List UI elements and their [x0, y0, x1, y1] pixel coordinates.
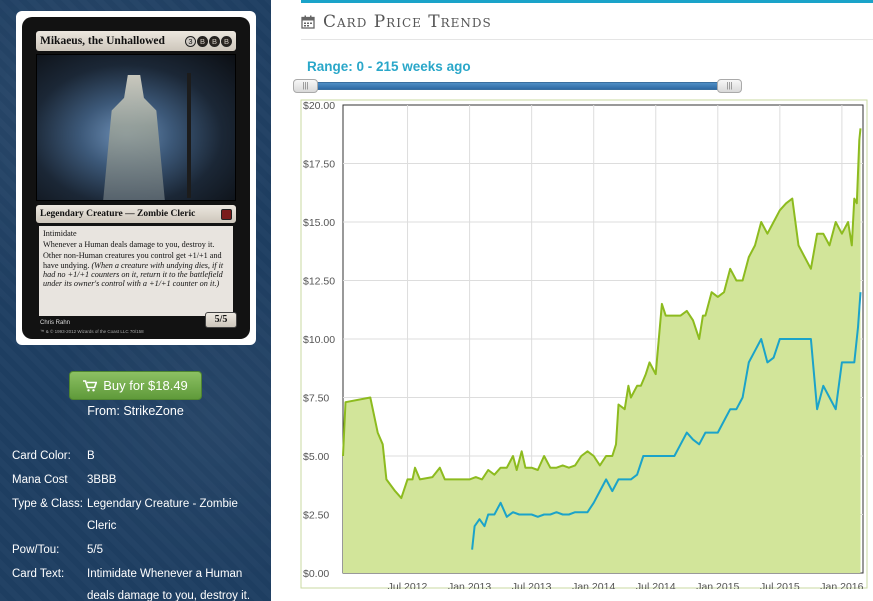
- x-tick-label: Jul 2012: [388, 581, 428, 589]
- mana-symbol-black: B: [221, 35, 232, 47]
- y-tick-label: $2.50: [303, 510, 329, 522]
- set-symbol-icon: [221, 208, 232, 220]
- x-tick-label: Jan 2016: [820, 581, 863, 589]
- card-info-table: Card Color: B Mana Cost 3BBB Type & Clas…: [12, 445, 267, 601]
- calendar-icon: [301, 15, 315, 29]
- mana-symbol-black: B: [197, 35, 208, 47]
- section-header: Card Price Trends: [301, 10, 492, 34]
- card-ability: Intimidate: [43, 229, 77, 238]
- card-power-toughness: 5/5: [205, 312, 237, 328]
- info-key: Pow/Tou:: [12, 544, 60, 556]
- info-row-mana-cost: Mana Cost 3BBB: [12, 469, 267, 491]
- card-copyright: ™ & © 1993-2012 Wizards of the Coast LLC…: [40, 329, 144, 334]
- divider: [301, 39, 873, 40]
- card-artwork: [36, 54, 236, 201]
- info-value: B: [87, 450, 95, 462]
- accent-bar: [301, 0, 873, 3]
- info-value: Intimidate Whenever a Human deals damage…: [87, 568, 251, 601]
- info-value: Legendary Creature - Zombie Cleric: [87, 498, 238, 532]
- card-rules-text: Intimidate Whenever a Human deals damage…: [39, 226, 233, 316]
- y-tick-label: $17.50: [303, 159, 335, 171]
- info-key: Card Text:: [12, 568, 65, 580]
- vendor-label: From: StrikeZone: [87, 404, 184, 418]
- x-tick-label: Jan 2015: [696, 581, 739, 589]
- artwork-figure: [103, 75, 165, 200]
- price-series-line: [342, 128, 862, 500]
- card-ability: Other non-Human creatures you control ge…: [43, 251, 229, 288]
- x-tick-label: Jan 2014: [572, 581, 615, 589]
- card-sidebar: Mikaeus, the Unhallowed 3 B B B Legendar…: [0, 0, 271, 601]
- y-tick-label: $7.50: [303, 393, 329, 405]
- info-value: 3BBB: [87, 474, 117, 486]
- x-tick-label: Jul 2013: [512, 581, 552, 589]
- secondary-price-series-line: [471, 292, 862, 550]
- card-title-bar: Mikaeus, the Unhallowed 3 B B B: [36, 31, 236, 51]
- buy-button[interactable]: Buy for $18.49: [69, 371, 202, 400]
- range-slider-max-handle[interactable]: |||: [717, 79, 742, 93]
- y-tick-label: $5.00: [303, 451, 329, 463]
- y-tick-label: $15.00: [303, 217, 335, 229]
- y-tick-label: $0.00: [303, 568, 329, 580]
- price-trend-chart: $0.00 $2.50 $5.00 $7.50 $10.00 $12.50 $15.00 $1…: [300, 99, 868, 589]
- card-ability-text: Other non-Human creatures you control ge…: [43, 251, 222, 270]
- buy-button-label: Buy for $18.49: [103, 378, 188, 393]
- price-chart-svg: $0.00 $2.50 $5.00 $7.50 $10.00 $12.50 $15.00 $1…: [300, 99, 868, 589]
- info-row-card-text: Card Text: Intimidate Whenever a Human d…: [12, 563, 267, 601]
- range-slider-min-handle[interactable]: |||: [293, 79, 318, 93]
- y-tick-label: $10.00: [303, 334, 335, 346]
- artwork-staff: [187, 73, 191, 198]
- mana-cost-symbols: 3 B B B: [185, 35, 232, 47]
- card-type-line: Legendary Creature — Zombie Cleric: [40, 209, 196, 219]
- range-slider[interactable]: ||| |||: [293, 79, 742, 93]
- range-slider-track[interactable]: [299, 82, 736, 90]
- price-area-fill: [343, 128, 861, 573]
- y-tick-label: $20.00: [303, 100, 335, 112]
- range-label: Range: 0 - 215 weeks ago: [307, 59, 471, 74]
- card-artist: Chris Rahn: [40, 320, 71, 326]
- card-ability: Whenever a Human deals damage to you, de…: [43, 240, 215, 250]
- card-face: Mikaeus, the Unhallowed 3 B B B Legendar…: [22, 17, 250, 339]
- info-row-type: Type & Class: Legendary Creature - Zombi…: [12, 493, 267, 537]
- info-key: Mana Cost: [12, 474, 68, 486]
- x-tick-label: Jul 2015: [760, 581, 800, 589]
- info-value: 5/5: [87, 544, 103, 556]
- card-name: Mikaeus, the Unhallowed: [40, 35, 165, 47]
- mana-symbol-generic: 3: [185, 35, 196, 47]
- mana-symbol-black: B: [209, 35, 220, 47]
- y-tick-label: $12.50: [303, 276, 335, 288]
- reminder-text: (When a creature with undying dies, if i…: [43, 260, 224, 289]
- card-image: Mikaeus, the Unhallowed 3 B B B Legendar…: [16, 11, 256, 345]
- card-type-bar: Legendary Creature — Zombie Cleric: [36, 205, 236, 223]
- info-key: Card Color:: [12, 450, 71, 462]
- section-title: Card Price Trends: [323, 12, 492, 32]
- info-row-color: Card Color: B: [12, 445, 267, 467]
- info-row-pow-tou: Pow/Tou: 5/5: [12, 539, 267, 561]
- cart-icon: [83, 379, 98, 392]
- info-key: Type & Class:: [12, 498, 83, 510]
- x-tick-label: Jan 2013: [448, 581, 491, 589]
- x-tick-label: Jul 2014: [636, 581, 676, 589]
